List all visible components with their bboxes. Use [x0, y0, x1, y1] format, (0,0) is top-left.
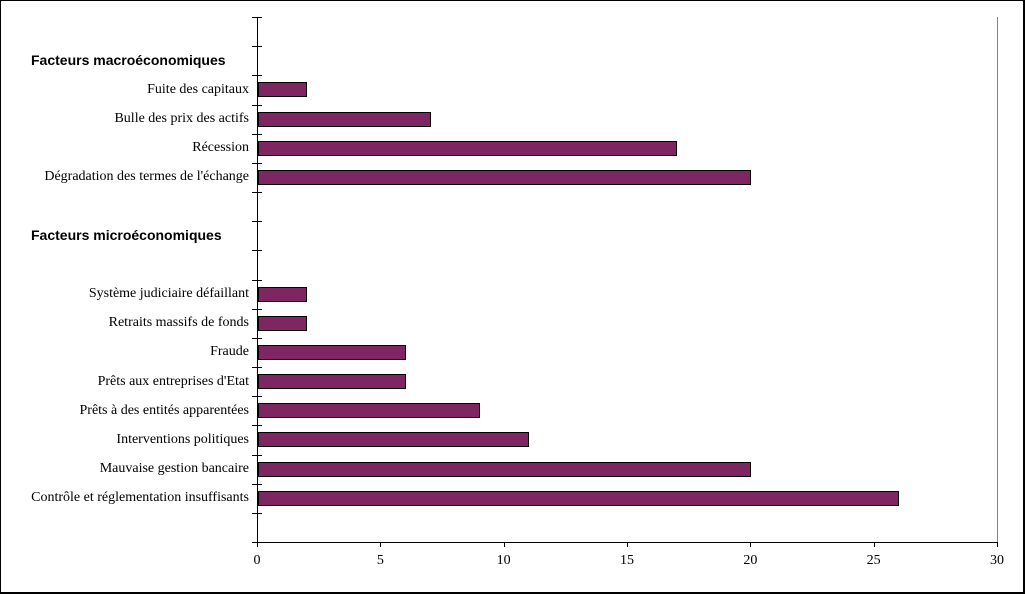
x-axis-tick	[873, 542, 875, 547]
x-axis-tick-label: 10	[496, 553, 511, 568]
group-header-label: Facteurs microéconomiques	[31, 226, 222, 243]
bar	[258, 286, 308, 302]
category-tick	[252, 192, 262, 194]
bar	[258, 344, 406, 360]
category-label: Prêts aux entreprises d'Etat	[97, 373, 249, 389]
category-tick	[252, 308, 262, 310]
plot-right-border	[997, 17, 998, 542]
x-axis-tick-label: 15	[620, 553, 634, 568]
category-tick	[252, 512, 262, 514]
x-axis-tick	[503, 542, 505, 547]
category-tick	[252, 396, 262, 398]
group-header-label: Facteurs macroéconomiques	[31, 51, 226, 68]
category-label: Prêts à des entités apparentées	[79, 402, 250, 418]
category-label: Bulle des prix des actifs	[114, 111, 249, 127]
category-label: Contrôle et réglementation insuffisants	[31, 490, 249, 506]
bar	[258, 374, 406, 390]
category-label: Interventions politiques	[116, 431, 249, 447]
category-tick	[252, 250, 262, 252]
category-tick	[252, 454, 262, 456]
category-tick	[252, 17, 262, 18]
bar	[258, 111, 431, 127]
x-axis-tick	[997, 542, 998, 547]
category-label: Système judiciaire défaillant	[88, 286, 249, 302]
x-axis-tick	[257, 542, 258, 547]
category-tick	[252, 279, 262, 281]
bar	[258, 432, 530, 448]
category-tick	[252, 483, 262, 485]
bar	[258, 169, 752, 185]
category-tick	[252, 367, 262, 369]
y-axis-line	[257, 17, 258, 542]
category-tick	[252, 75, 262, 77]
category-label: Récession	[192, 140, 249, 156]
x-axis-tick	[627, 542, 628, 547]
x-axis-tick-label: 30	[990, 553, 1004, 568]
x-axis-tick	[750, 542, 752, 547]
bar	[258, 461, 752, 477]
bar	[258, 315, 308, 331]
x-axis-tick-label: 5	[376, 553, 384, 568]
bar	[258, 82, 308, 98]
x-axis-tick	[380, 542, 382, 547]
category-label: Retraits massifs de fonds	[108, 315, 249, 331]
category-tick	[252, 425, 262, 427]
category-tick	[252, 337, 262, 339]
x-axis-tick-label: 0	[253, 553, 261, 568]
category-tick	[252, 221, 262, 223]
x-axis-line	[252, 542, 998, 543]
category-label: Fuite des capitaux	[147, 81, 249, 97]
category-label: Mauvaise gestion bancaire	[99, 461, 249, 477]
x-axis-tick-label: 20	[743, 553, 758, 568]
category-tick	[252, 104, 262, 106]
bar	[258, 140, 678, 156]
category-label: Dégradation des termes de l'échange	[44, 169, 249, 185]
bar	[258, 490, 900, 506]
category-tick	[252, 46, 262, 48]
category-tick	[252, 133, 262, 135]
x-axis-tick-label: 25	[866, 553, 881, 568]
category-tick	[252, 162, 262, 164]
category-label: Fraude	[210, 344, 249, 360]
bar	[258, 403, 480, 419]
